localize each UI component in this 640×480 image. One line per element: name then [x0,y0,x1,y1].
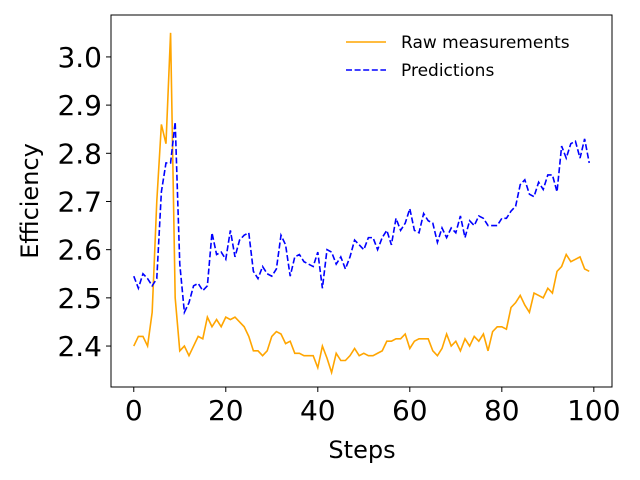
x-tick-label: 100 [567,394,620,427]
x-tick-label: 0 [125,394,143,427]
y-tick-label: 2.5 [57,282,102,315]
data-line [133,32,590,376]
x-tick-label: 20 [208,394,244,427]
y-tick-label: 3.0 [57,41,102,74]
plot-frame [110,14,613,388]
x-axis-label: Steps [328,436,395,464]
x-tick-label: 40 [300,394,336,427]
x-tick-label: 80 [484,394,520,427]
legend-label: Predictions [401,61,494,81]
legend-label: Raw measurements [401,33,570,53]
y-tick-label: 2.7 [57,185,102,218]
x-tick-label: 60 [392,394,428,427]
data-line [133,121,591,316]
y-tick-label: 2.4 [57,330,102,363]
y-tick-label: 2.9 [57,89,102,122]
y-tick-label: 2.8 [57,137,102,170]
y-axis-label: Efficiency [16,143,44,259]
y-tick-label: 2.6 [57,234,102,267]
